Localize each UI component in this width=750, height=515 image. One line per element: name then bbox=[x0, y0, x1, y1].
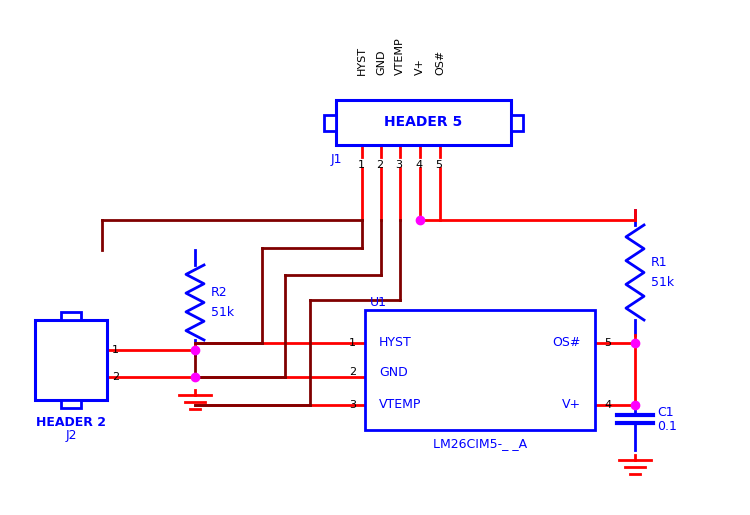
Text: V+: V+ bbox=[415, 58, 425, 75]
Text: GND: GND bbox=[376, 49, 386, 75]
Text: GND: GND bbox=[379, 366, 408, 379]
Text: VTEMP: VTEMP bbox=[379, 399, 422, 411]
Text: C1: C1 bbox=[657, 406, 674, 420]
Text: 3: 3 bbox=[349, 400, 356, 410]
Text: 4: 4 bbox=[604, 400, 611, 410]
Text: R1: R1 bbox=[651, 256, 668, 269]
Text: HEADER 5: HEADER 5 bbox=[384, 115, 463, 129]
Text: U1: U1 bbox=[370, 296, 387, 308]
Text: VTEMP: VTEMP bbox=[395, 37, 405, 75]
Text: 1: 1 bbox=[358, 160, 364, 170]
Text: J1: J1 bbox=[331, 152, 343, 165]
Text: R2: R2 bbox=[211, 286, 228, 299]
Text: 5: 5 bbox=[604, 338, 611, 348]
Text: 3: 3 bbox=[395, 160, 403, 170]
Text: V+: V+ bbox=[562, 399, 581, 411]
Text: 1: 1 bbox=[349, 338, 356, 348]
Text: HEADER 2: HEADER 2 bbox=[36, 416, 106, 428]
Text: HYST: HYST bbox=[379, 336, 412, 350]
Text: HYST: HYST bbox=[357, 46, 367, 75]
Bar bbox=[35, 320, 107, 400]
Bar bbox=[336, 100, 511, 145]
Bar bbox=[324, 114, 336, 130]
Bar bbox=[365, 310, 595, 430]
Bar bbox=[511, 114, 523, 130]
Text: 2: 2 bbox=[349, 367, 356, 377]
Text: 0.1: 0.1 bbox=[657, 421, 676, 434]
Text: 51k: 51k bbox=[211, 306, 234, 319]
Text: OS#: OS# bbox=[435, 50, 445, 75]
Text: J2: J2 bbox=[65, 428, 76, 441]
Text: OS#: OS# bbox=[553, 336, 581, 350]
Text: 2: 2 bbox=[376, 160, 383, 170]
Text: 1: 1 bbox=[112, 345, 119, 355]
Text: 51k: 51k bbox=[651, 276, 674, 289]
Text: 4: 4 bbox=[416, 160, 422, 170]
Text: 5: 5 bbox=[436, 160, 442, 170]
Text: 2: 2 bbox=[112, 372, 119, 382]
Text: LM26CIM5-_ _A: LM26CIM5-_ _A bbox=[433, 438, 527, 451]
Bar bbox=[61, 400, 81, 408]
Bar bbox=[61, 312, 81, 320]
